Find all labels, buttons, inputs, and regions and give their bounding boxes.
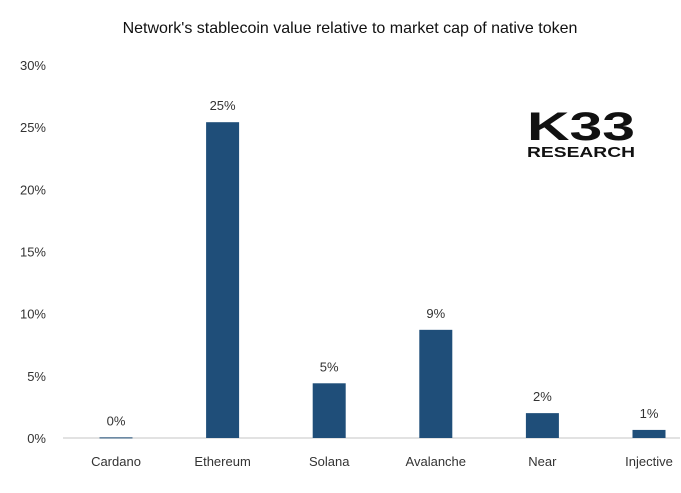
y-tick-label: 25% [20,120,46,135]
x-tick-label: Avalanche [406,454,466,469]
bar-injective [632,429,666,438]
x-tick-label: Solana [309,454,350,469]
y-tick-label: 0% [27,431,46,446]
data-label: 2% [533,389,552,404]
bar-avalanche [419,329,453,438]
bar-near [525,413,559,438]
y-tick-label: 10% [20,307,46,322]
data-label: 9% [426,306,445,321]
bar-solana [312,383,346,438]
bar-ethereum [206,122,240,439]
svg-text:RESEARCH: RESEARCH [527,144,635,161]
data-label: 1% [640,406,659,421]
chart-title: Network's stablecoin value relative to m… [123,20,578,37]
x-tick-label: Injective [625,454,673,469]
k33-logo: K33 RESEARCH [527,105,635,161]
y-tick-label: 20% [20,182,46,197]
y-tick-label: 15% [20,245,46,260]
data-label: 0% [107,413,126,428]
data-label: 25% [210,98,236,113]
data-label: 5% [320,359,339,374]
y-tick-label: 5% [27,369,46,384]
bar-cardano [99,437,133,439]
x-tick-label: Near [528,454,557,469]
x-tick-label: Cardano [91,454,141,469]
svg-text:K33: K33 [527,105,635,149]
x-tick-label: Ethereum [194,454,250,469]
y-tick-label: 30% [20,58,46,73]
